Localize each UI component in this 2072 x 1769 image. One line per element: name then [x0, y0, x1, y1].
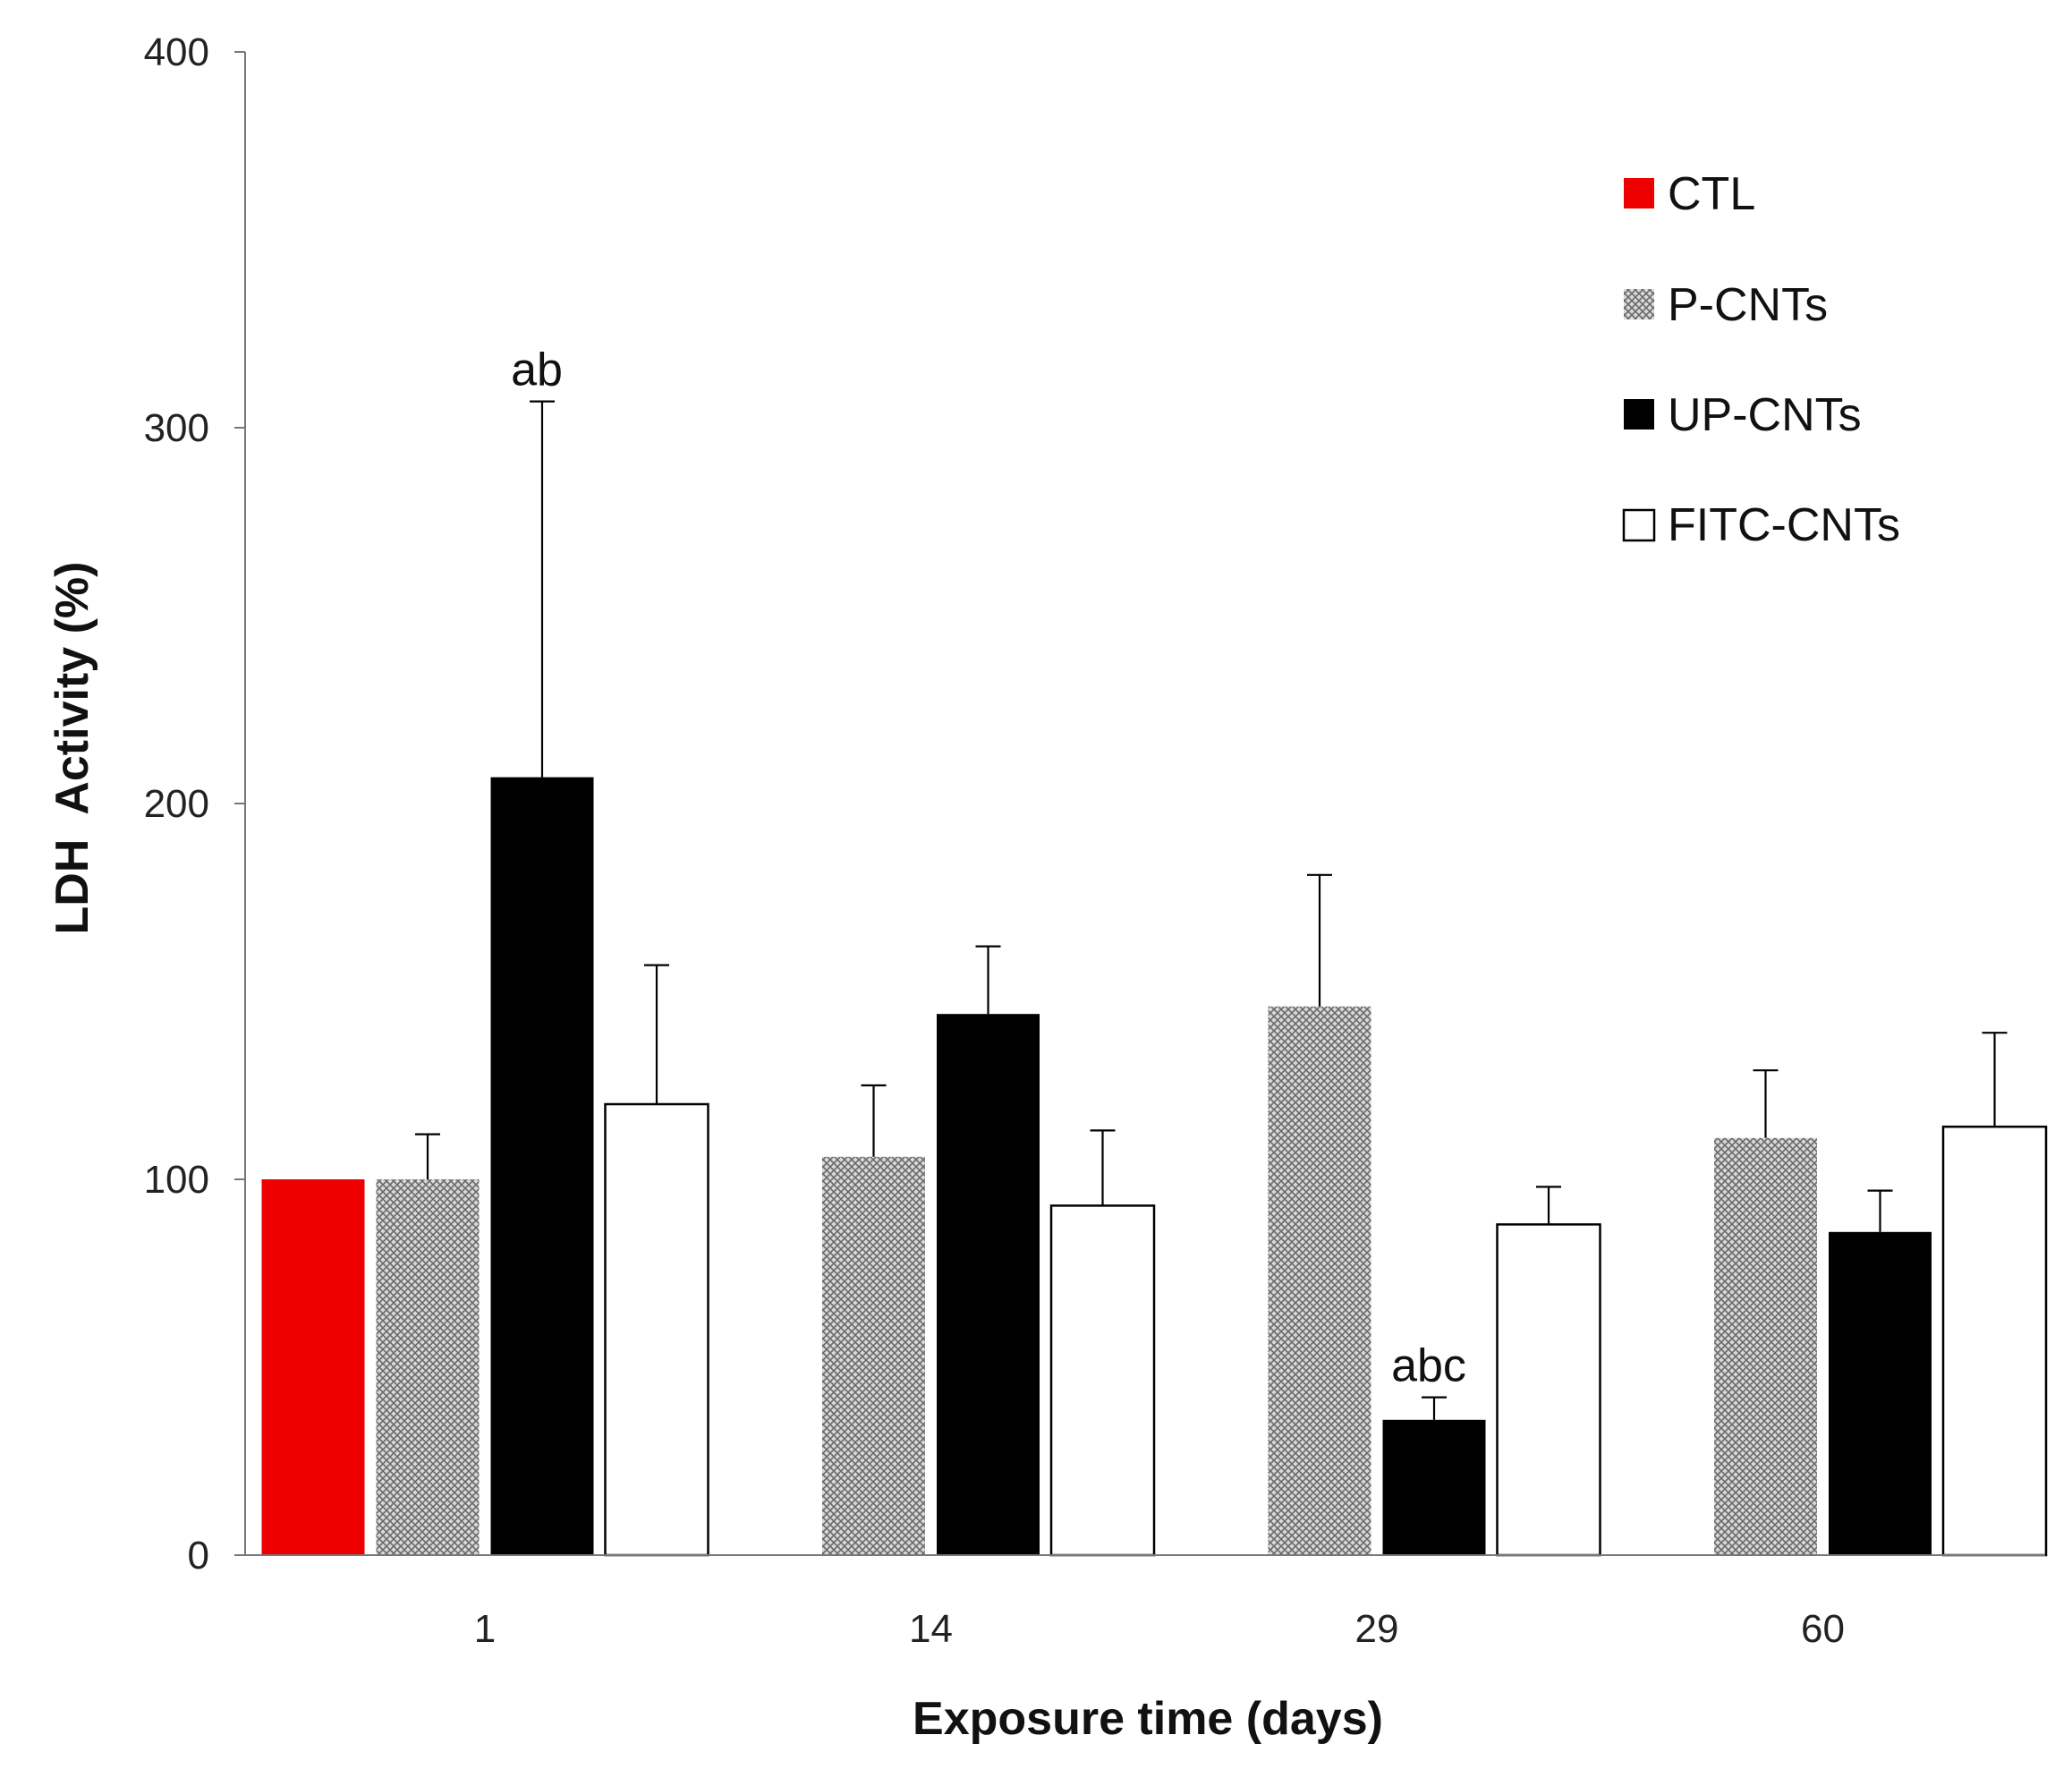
error-bar-fitc-cnts-day-60	[1982, 1032, 2008, 1127]
legend-item-ctl: CTL	[1624, 168, 1755, 220]
legend-item-p-cnts: P-CNTs	[1624, 279, 1828, 331]
error-bar-up-cnts-day-14	[975, 945, 1001, 1015]
legend-item-fitc-cnts: FITC-CNTs	[1622, 499, 1900, 551]
error-bar-up-cnts-day-60	[1867, 1189, 1893, 1232]
legend-swatch-up-cnts	[1624, 399, 1654, 429]
bar-up-cnts-day-1	[490, 777, 594, 1555]
error-bar-fitc-cnts-day-14	[1090, 1129, 1116, 1206]
x-tick-labels: 1 14 29 60	[474, 1607, 1845, 1651]
error-bar-up-cnts-day-1	[530, 400, 555, 778]
error-bar-up-cnts-day-29	[1422, 1396, 1447, 1420]
bars-layer	[261, 777, 2048, 1557]
annotation-abc-day-29: abc	[1391, 1340, 1466, 1392]
error-bar-p-cnts-day-60	[1753, 1069, 1779, 1138]
legend-label-fitc-cnts: FITC-CNTs	[1668, 499, 1900, 551]
bar-p-cnts-day-29	[1268, 1006, 1371, 1555]
bar-fitc-cnts-day-29	[1496, 1223, 1601, 1557]
bar-up-cnts-day-14	[937, 1014, 1040, 1555]
bar-fitc-cnts-day-60	[1941, 1125, 2048, 1557]
bar-p-cnts-day-1	[376, 1179, 480, 1555]
legend-swatch-p-cnts	[1624, 289, 1654, 319]
x-tick-label-60: 60	[1801, 1607, 1845, 1651]
legend-label-up-cnts: UP-CNTs	[1668, 389, 1862, 441]
x-tick-label-1: 1	[474, 1607, 496, 1651]
legend-label-ctl: CTL	[1668, 168, 1755, 220]
legend-swatch-ctl	[1624, 178, 1654, 208]
bar-p-cnts-day-60	[1714, 1137, 1817, 1555]
x-axis-title: Exposure time (days)	[913, 1693, 1383, 1745]
legend: CTL P-CNTs UP-CNTs FITC-CNTs	[1622, 168, 1900, 551]
legend-label-p-cnts: P-CNTs	[1668, 279, 1828, 331]
x-tick-label-29: 29	[1355, 1607, 1399, 1651]
y-tick-label-0: 0	[188, 1534, 209, 1578]
error-bars-layer	[415, 400, 2008, 1420]
y-tick-label-200: 200	[144, 782, 209, 826]
bar-up-cnts-day-60	[1829, 1231, 1932, 1555]
bar-fitc-cnts-day-1	[604, 1102, 709, 1557]
legend-item-up-cnts: UP-CNTs	[1624, 389, 1862, 441]
y-tick-label-100: 100	[144, 1158, 209, 1202]
legend-swatch-fitc-cnts	[1622, 508, 1656, 542]
bar-ctl-day-1	[261, 1179, 365, 1555]
y-axis-title: LDH Activity (%)	[47, 562, 98, 935]
x-tick-label-14: 14	[909, 1607, 953, 1651]
bar-fitc-cnts-day-14	[1049, 1204, 1156, 1557]
error-bar-p-cnts-day-1	[415, 1133, 440, 1179]
y-tick-label-400: 400	[144, 30, 209, 74]
y-ticks: 0 100 200 300 400	[144, 30, 245, 1578]
error-bar-fitc-cnts-day-1	[644, 964, 669, 1104]
bar-up-cnts-day-29	[1382, 1419, 1486, 1555]
error-bar-p-cnts-day-14	[861, 1084, 887, 1157]
bar-p-cnts-day-14	[822, 1156, 925, 1555]
y-tick-label-300: 300	[144, 406, 209, 450]
error-bar-fitc-cnts-day-29	[1536, 1186, 1561, 1225]
error-bar-p-cnts-day-29	[1307, 873, 1332, 1007]
annotation-ab-day-1: ab	[511, 344, 563, 396]
annotations: ab abc	[511, 344, 1466, 1392]
